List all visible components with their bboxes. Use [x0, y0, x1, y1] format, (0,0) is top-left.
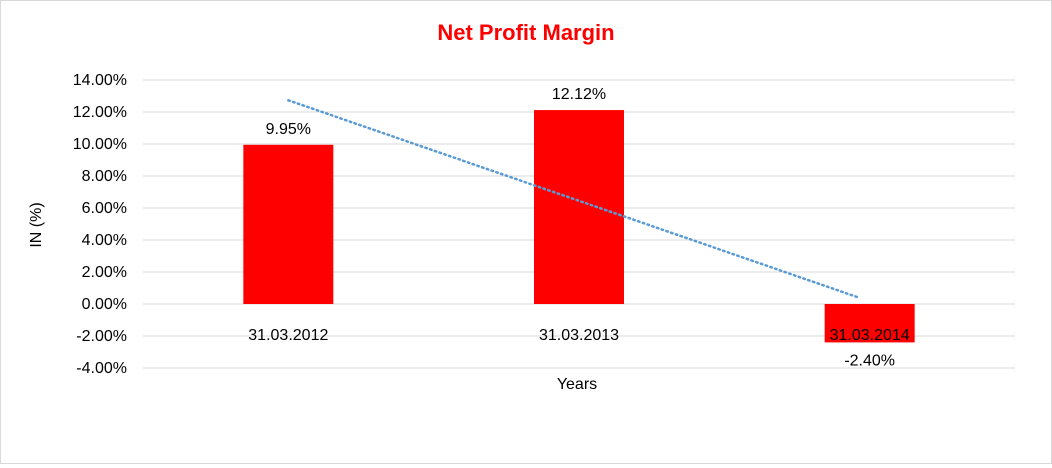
y-axis-ticks: 14.00% 12.00% 10.00% 8.00% 6.00% 4.00% 2.00% 0.… [73, 72, 127, 377]
category-labels: 31.03.2012 31.03.2013 31.03.2014 [248, 327, 910, 344]
y-tick-label: -2.00% [76, 328, 127, 345]
y-tick-label: 2.00% [82, 264, 127, 281]
x-category-label: 31.03.2013 [539, 327, 619, 344]
y-tick-label: 4.00% [82, 232, 127, 249]
x-category-label: 31.03.2014 [830, 327, 910, 344]
x-axis-title: Years [557, 376, 597, 393]
bars [243, 110, 915, 343]
y-tick-label: 12.00% [73, 104, 127, 121]
bar [534, 110, 624, 304]
chart-title: Net Profit Margin [437, 20, 614, 45]
data-label: -2.40% [844, 352, 895, 369]
data-label: 12.12% [552, 86, 606, 103]
data-labels: 9.95% 12.12% -2.40% [266, 86, 895, 369]
data-label: 9.95% [266, 121, 311, 138]
y-axis-title: IN (%) [28, 202, 45, 247]
trendline [287, 99, 861, 300]
x-category-label: 31.03.2012 [248, 327, 328, 344]
bar [824, 304, 915, 343]
y-tick-label: 14.00% [73, 72, 127, 89]
y-tick-label: -4.00% [76, 360, 127, 377]
y-tick-label: 8.00% [82, 168, 127, 185]
y-tick-label: 10.00% [73, 136, 127, 153]
bar [243, 144, 334, 304]
trendline-layer [287, 99, 861, 300]
y-tick-label: 6.00% [82, 200, 127, 217]
y-tick-label: 0.00% [82, 296, 127, 313]
